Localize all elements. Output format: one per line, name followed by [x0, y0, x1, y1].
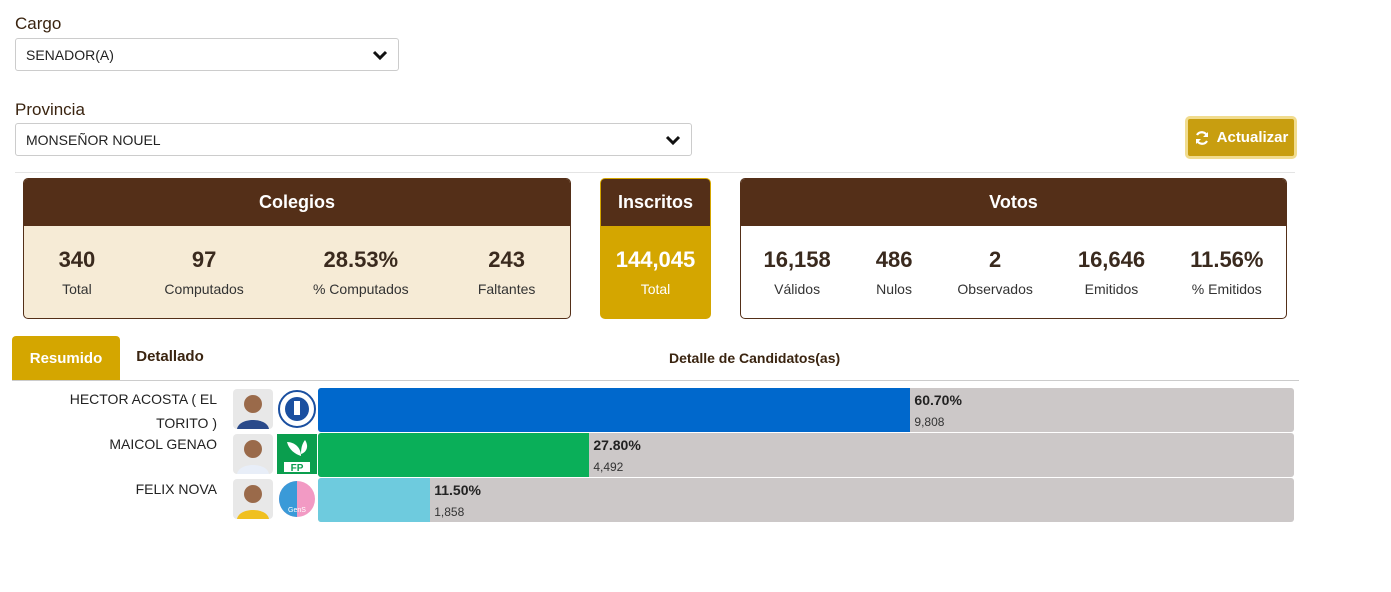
inscritos-value: 144,045 — [615, 247, 696, 272]
stat: 97 Computados — [164, 247, 243, 297]
gens-logo: GenS — [277, 479, 317, 519]
fp-logo: FP — [277, 434, 317, 474]
vote-bar-fill — [318, 478, 431, 522]
stat-label: Total — [62, 281, 92, 297]
stat-label: Emitidos — [1084, 281, 1139, 297]
vote-count: 1,858 — [434, 505, 465, 519]
stat-label: % Computados — [312, 281, 409, 297]
prm-logo — [277, 389, 317, 429]
vote-bar-fill — [318, 433, 590, 477]
actualizar-button[interactable]: Actualizar — [1185, 116, 1297, 159]
stat-value: 97 — [191, 247, 217, 272]
stat-value: 486 — [875, 247, 913, 272]
candidate-name: MAICOL GENAO — [109, 436, 217, 452]
svg-text:FP: FP — [291, 463, 304, 474]
inscritos-title: Inscritos — [601, 179, 710, 226]
stat-value: 16,158 — [763, 247, 831, 272]
candidate-photo — [233, 479, 273, 519]
stat-value: 2 — [989, 247, 1002, 272]
vote-percent: 11.50% — [434, 482, 481, 498]
provincia-select[interactable]: MONSEÑOR NOUEL — [15, 123, 692, 156]
provincia-value: MONSEÑOR NOUEL — [26, 131, 161, 148]
chevron-down-icon — [372, 50, 388, 60]
detail-title: Detalle de Candidatos(as) — [669, 350, 841, 366]
votos-card: Votos 16,158 Válidos 486 Nulos 2 Observados 16… — [740, 178, 1287, 319]
stat-value: 243 — [488, 247, 525, 272]
vote-bar-track: 11.50% 1,858 — [318, 478, 1294, 522]
stat: 28.53% % Computados — [313, 247, 409, 297]
inscritos-card: Inscritos 144,045 Total — [600, 178, 711, 319]
tab-detallado[interactable]: Detallado — [136, 347, 204, 365]
candidate-name: FELIX NOVA — [135, 481, 217, 497]
candidate-row: MAICOL GENAO FP 27.80% 4,492 — [0, 430, 1300, 477]
vote-percent: 60.70% — [914, 392, 962, 408]
stat-value: 11.56% — [1190, 247, 1264, 272]
stat: 16,646 Emitidos — [1078, 247, 1145, 297]
stat: 11.56% % Emitidos — [1190, 247, 1263, 297]
candidate-photo — [233, 434, 273, 474]
inscritos-key: Total — [640, 281, 671, 297]
cargo-select[interactable]: SENADOR(A) — [15, 38, 399, 71]
stat: 16,158 Válidos — [763, 247, 830, 297]
stat-label: Observados — [957, 281, 1033, 297]
vote-count: 9,808 — [914, 415, 945, 429]
colegios-card: Colegios 340 Total 97 Computados 28.53% % Com… — [23, 178, 571, 319]
colegios-title: Colegios — [24, 179, 570, 226]
candidate-row: HECTOR ACOSTA ( EL TORITO ) 60.70% 9,808 — [0, 385, 1300, 432]
vote-count: 4,492 — [593, 460, 624, 474]
stat-label: Válidos — [774, 281, 821, 297]
stat: 486 Nulos — [876, 247, 913, 297]
stat-value: 28.53% — [323, 247, 399, 272]
divider — [15, 172, 1295, 173]
refresh-icon — [1195, 130, 1208, 145]
stat-label: Faltantes — [477, 281, 536, 297]
svg-text:GenS: GenS — [288, 507, 306, 514]
vote-bar-fill — [318, 388, 911, 432]
stat: 2 Observados — [957, 247, 1032, 297]
votos-title: Votos — [741, 179, 1286, 226]
stat-value: 340 — [58, 247, 96, 272]
cargo-value: SENADOR(A) — [26, 46, 114, 63]
stat: 243 Faltantes — [478, 247, 536, 297]
actualizar-label: Actualizar — [1216, 129, 1289, 146]
chevron-down-icon — [665, 135, 681, 145]
cargo-label: Cargo — [15, 14, 62, 33]
vote-percent: 27.80% — [593, 437, 641, 453]
tab-divider — [12, 380, 1299, 381]
provincia-label: Provincia — [15, 100, 85, 119]
candidate-photo — [233, 389, 273, 429]
vote-bar-track: 27.80% 4,492 — [318, 433, 1294, 477]
candidate-name: HECTOR ACOSTA ( EL TORITO ) — [69, 391, 217, 431]
stat: 340 Total — [59, 247, 96, 297]
stat-label: Computados — [164, 281, 244, 297]
tab-resumido[interactable]: Resumido — [12, 336, 120, 380]
vote-bar-track: 60.70% 9,808 — [318, 388, 1294, 432]
stat-label: Nulos — [876, 281, 912, 297]
stat-value: 16,646 — [1077, 247, 1146, 272]
stat-label: % Emitidos — [1191, 281, 1262, 297]
candidate-row: FELIX NOVA GenS 11.50% 1,858 — [0, 475, 1300, 522]
